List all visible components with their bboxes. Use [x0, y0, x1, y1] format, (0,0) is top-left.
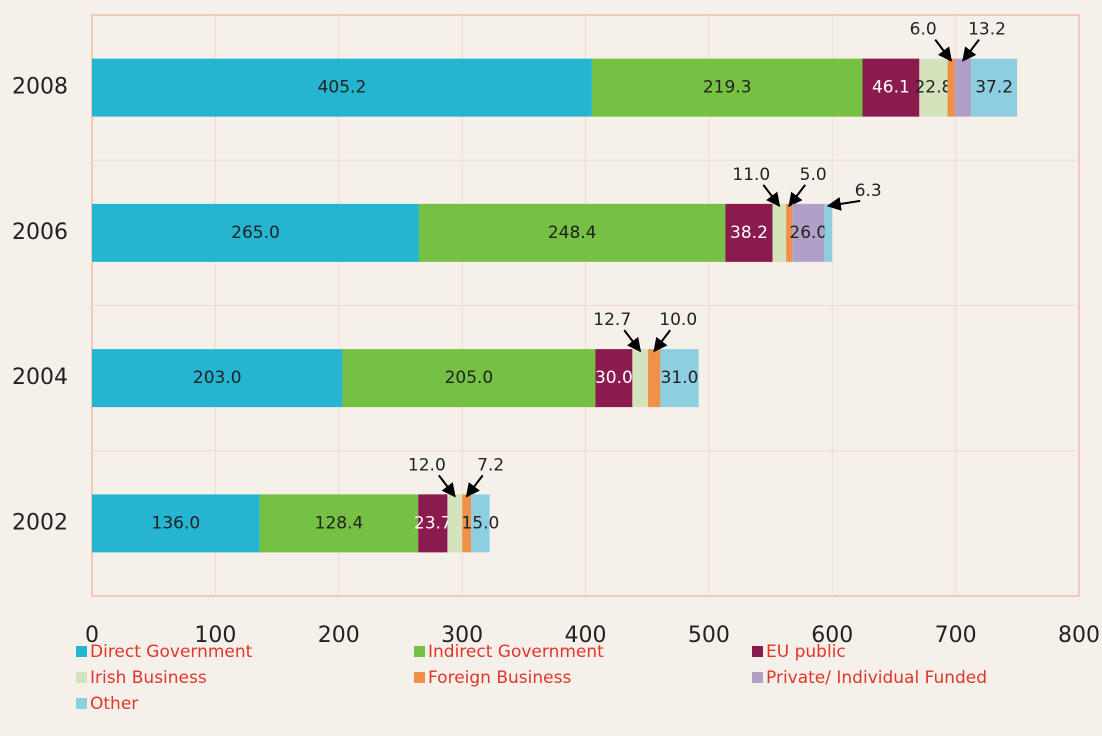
data-label: 46.1 [872, 78, 910, 98]
bar-segment [342, 349, 596, 408]
y-tick-label: 2004 [12, 365, 68, 390]
bar-segment [919, 58, 948, 117]
bar-segment [862, 58, 920, 117]
data-label: 5.0 [800, 165, 827, 185]
bar-segment [660, 349, 699, 408]
bar-segment [591, 58, 863, 117]
callout-arrow [934, 39, 953, 62]
x-tick-label: 0 [85, 623, 99, 648]
data-label: 23.7 [414, 513, 452, 533]
bar-segment [725, 203, 773, 262]
data-label: 11.0 [732, 165, 770, 185]
x-tick-label: 800 [1058, 623, 1100, 648]
x-tick-label: 200 [318, 623, 360, 648]
legend-label: Direct Government [90, 642, 253, 662]
data-label: 405.2 [318, 78, 367, 98]
y-tick-label: 2008 [12, 75, 68, 100]
bar-segment [947, 58, 955, 117]
data-label: 15.0 [461, 513, 499, 533]
legend-swatch [752, 672, 763, 683]
legend-swatch [414, 646, 425, 657]
bar-segment [92, 349, 343, 408]
callout-arrow [762, 184, 781, 207]
data-label: 7.2 [477, 455, 504, 475]
data-label: 205.0 [445, 368, 494, 388]
callout-arrow [623, 329, 642, 353]
callout-arrow [788, 184, 806, 207]
legend-swatch [76, 698, 87, 709]
bar-segment [92, 494, 260, 553]
bar-segment [971, 58, 1018, 117]
bar-segment [259, 494, 419, 553]
data-label: 6.3 [855, 181, 882, 201]
legend-label: Irish Business [90, 668, 207, 688]
x-tick-label: 300 [441, 623, 483, 648]
bar-segment [471, 494, 490, 553]
x-tick-label: 700 [935, 623, 977, 648]
callout-arrow [653, 329, 672, 353]
bar-segment [92, 58, 592, 117]
data-label: 136.0 [152, 513, 201, 533]
x-tick-label: 500 [688, 623, 730, 648]
data-label: 31.0 [661, 368, 699, 388]
legend-label: Other [90, 694, 138, 714]
legend-swatch [76, 672, 87, 683]
x-tick-label: 100 [194, 623, 236, 648]
bar-segment [772, 203, 787, 262]
data-label: 10.0 [659, 310, 697, 330]
data-label: 38.2 [730, 223, 768, 243]
data-label: 22.8 [914, 78, 952, 98]
y-tick-label: 2002 [12, 510, 68, 535]
data-label: 128.4 [315, 513, 364, 533]
legend-swatch [752, 646, 763, 657]
legend-label: EU public [766, 642, 846, 662]
y-tick-label: 2006 [12, 220, 68, 245]
data-label: 12.7 [593, 310, 631, 330]
data-label: 26.0 [789, 223, 827, 243]
data-label: 203.0 [193, 368, 242, 388]
bar-segment [648, 349, 661, 408]
x-tick-label: 600 [811, 623, 853, 648]
x-tick-label: 400 [565, 623, 607, 648]
bar-segment [824, 203, 833, 262]
bar-segment [954, 58, 972, 117]
legend-label: Private/ Individual Funded [766, 668, 987, 688]
bar-segment [418, 203, 726, 262]
legend-label: Foreign Business [428, 668, 571, 688]
bar-segment [418, 494, 448, 553]
data-label: 37.2 [975, 78, 1013, 98]
callout-arrow [962, 39, 980, 62]
legend-label: Indirect Government [428, 642, 604, 662]
callout-arrow [438, 474, 456, 498]
bar-segment [786, 203, 793, 262]
bar-segment [92, 203, 419, 262]
data-label: 30.0 [595, 368, 633, 388]
data-label: 265.0 [231, 223, 280, 243]
data-label: 13.2 [968, 20, 1006, 40]
legend-swatch [414, 672, 425, 683]
legend-swatch [76, 646, 87, 657]
data-label: 248.4 [548, 223, 597, 243]
data-label: 12.0 [408, 455, 446, 475]
data-label: 6.0 [910, 20, 937, 40]
callout-arrow [826, 197, 861, 211]
bar-segment [462, 494, 472, 553]
bar-segment [595, 349, 633, 408]
data-label: 219.3 [703, 78, 752, 98]
bar-segment [792, 203, 825, 262]
bar-segment [447, 494, 463, 553]
callout-arrow [465, 474, 484, 498]
bar-segment [632, 349, 649, 408]
